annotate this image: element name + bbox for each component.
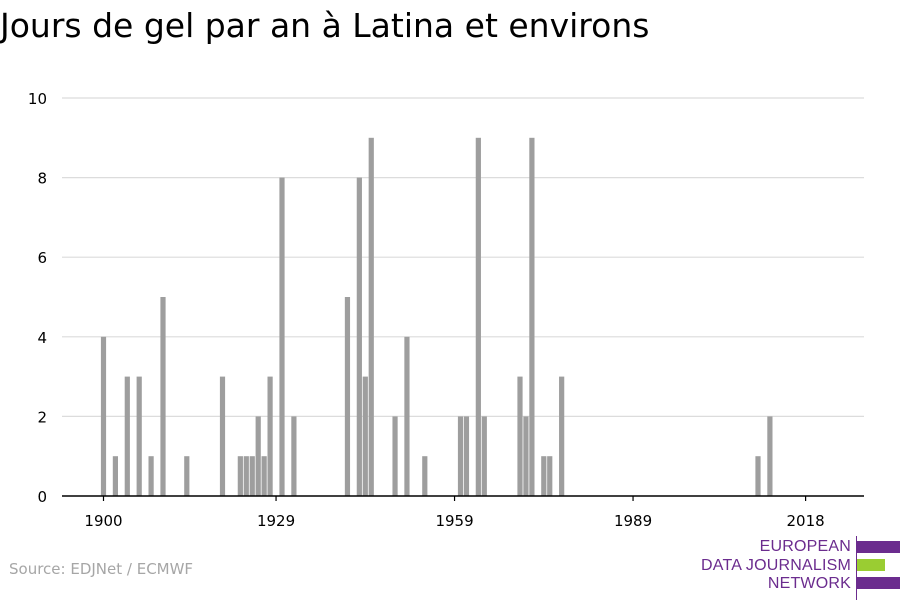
bar bbox=[344, 297, 351, 496]
bar bbox=[243, 456, 249, 496]
y-tick-label: 6 bbox=[37, 249, 47, 267]
bar bbox=[279, 177, 285, 496]
bar bbox=[261, 456, 267, 496]
bar bbox=[184, 456, 190, 496]
source-note: Source: EDJNet / ECMWF bbox=[9, 560, 194, 578]
y-tick-label: 4 bbox=[37, 329, 47, 347]
logo-line-data-journalism: DATA JOURNALISM bbox=[701, 556, 851, 574]
bar bbox=[362, 376, 368, 496]
bar bbox=[457, 416, 464, 496]
axes: 0 2 4 6 8 10 1900 1929 1959 1989 2018 bbox=[28, 90, 864, 530]
logo-line-european: EUROPEAN bbox=[759, 538, 851, 555]
bars bbox=[100, 137, 773, 497]
bar bbox=[112, 456, 118, 496]
bar bbox=[255, 416, 261, 496]
bar bbox=[422, 456, 428, 496]
bar bbox=[463, 416, 470, 496]
bar bbox=[219, 376, 226, 496]
logo-text: EUROPEAN DATA JOURNALISM NETWORK bbox=[701, 538, 851, 594]
bar bbox=[541, 456, 547, 496]
bar bbox=[767, 416, 773, 496]
bar bbox=[237, 456, 243, 496]
bar bbox=[160, 297, 166, 496]
y-tick-label: 8 bbox=[37, 170, 47, 188]
bar bbox=[267, 376, 273, 496]
bar bbox=[392, 416, 398, 496]
logo-line-network: NETWORK bbox=[767, 575, 851, 592]
y-tick-label: 0 bbox=[37, 488, 47, 506]
x-tick-label: 1989 bbox=[614, 512, 652, 530]
bar bbox=[755, 456, 761, 496]
x-tick-label: 2018 bbox=[787, 512, 825, 530]
x-tick-label: 1959 bbox=[435, 512, 473, 530]
bar bbox=[529, 137, 535, 497]
bar bbox=[547, 456, 553, 496]
bar bbox=[136, 376, 142, 496]
x-tick-label: 1929 bbox=[257, 512, 295, 530]
logo-divider bbox=[856, 536, 857, 600]
x-tick-label: 1900 bbox=[84, 512, 122, 530]
y-tick-label: 2 bbox=[37, 408, 47, 426]
bar bbox=[559, 376, 565, 496]
chart-title: Jours de gel par an à Latina et environs bbox=[0, 6, 650, 45]
bar bbox=[291, 416, 297, 496]
y-tick-label: 10 bbox=[28, 90, 47, 108]
bar bbox=[517, 376, 523, 496]
bar bbox=[249, 456, 255, 496]
logo-bar-middle bbox=[857, 559, 885, 571]
bar bbox=[356, 177, 362, 496]
gridlines bbox=[62, 97, 864, 417]
logo-bar-bottom bbox=[857, 577, 900, 589]
bar bbox=[100, 336, 107, 496]
bar bbox=[148, 456, 154, 496]
bar bbox=[124, 376, 130, 496]
edjnet-logo[interactable]: EUROPEAN DATA JOURNALISM NETWORK bbox=[700, 536, 900, 600]
bar bbox=[523, 416, 529, 496]
bar bbox=[368, 137, 374, 497]
logo-bar-top bbox=[857, 541, 900, 553]
bar bbox=[404, 336, 410, 496]
bar bbox=[481, 416, 487, 496]
bar bbox=[475, 137, 481, 497]
